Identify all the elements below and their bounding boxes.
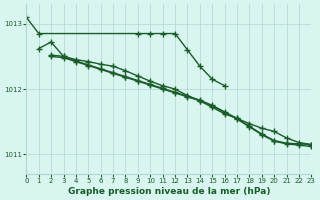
X-axis label: Graphe pression niveau de la mer (hPa): Graphe pression niveau de la mer (hPa) <box>68 187 270 196</box>
